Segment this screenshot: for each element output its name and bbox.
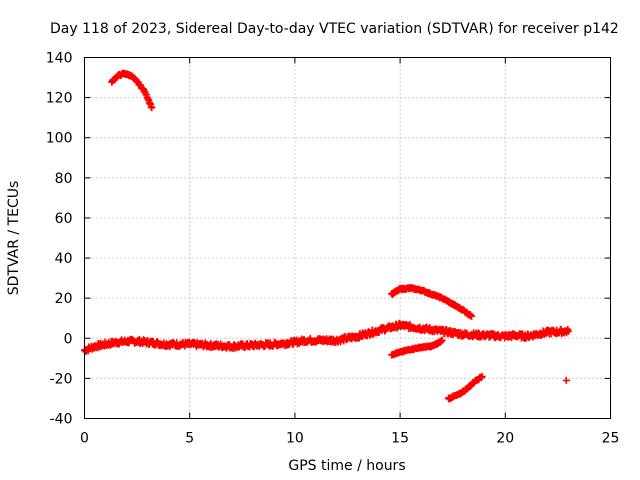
y-tick-label: 60 [55,211,73,227]
y-tick-label: -20 [50,371,73,387]
plot-frame [84,57,611,419]
y-tick-label: 40 [55,251,73,267]
data-point [562,376,570,384]
data-point [148,104,156,112]
x-tick-label: 15 [391,431,409,447]
data-point [564,327,572,335]
x-tick-label: 10 [286,431,304,447]
data-point [478,372,486,380]
y-tick-label: 0 [64,331,73,347]
x-axis-label: GPS time / hours [288,458,405,474]
y-tick-label: 80 [55,171,73,187]
data-points [81,69,572,403]
y-axis-label: SDTVAR / TECUs [6,181,22,296]
x-tick-label: 0 [80,431,89,447]
x-tick-label: 25 [602,431,620,447]
grid-layer [84,57,611,419]
x-tick-label: 20 [496,431,514,447]
y-tick-label: -40 [50,412,73,428]
y-tick-label: 20 [55,291,73,307]
y-tick-label: 100 [46,131,73,147]
x-tick-label: 5 [185,431,194,447]
tick-layer: 0 5 10 15 20 25 -40 -20 0 20 40 60 80 100 120 140 [46,51,620,447]
data-point [438,336,446,344]
y-tick-label: 140 [46,51,73,67]
chart-title: Day 118 of 2023, Sidereal Day-to-day VTE… [50,21,619,37]
y-tick-label: 120 [46,91,73,107]
data-point [468,312,476,320]
